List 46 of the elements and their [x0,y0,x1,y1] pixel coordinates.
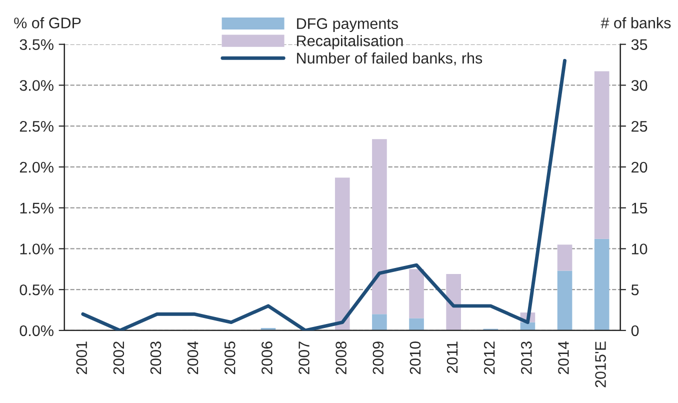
y-tick-label: 2.5% [20,120,54,132]
bar [557,244,572,271]
bar [409,269,424,318]
bar [334,178,350,330]
x-tick-label: 2010 [410,341,421,374]
legend-label: DFG payments [297,18,398,32]
y-tick-label: 2.0% [20,162,54,173]
y-tick-label: 3.5% [20,39,54,50]
y2-tick-label: 10 [632,244,648,254]
bar [372,314,387,330]
y-tick-label: 1.5% [20,202,54,214]
bar [409,318,424,330]
x-tick-label: 2009 [372,342,384,374]
y2-axis-title: # of banks [600,17,671,28]
y-tick-label: 0.5% [20,284,54,296]
bar [594,238,610,330]
x-tick-label: 2003 [150,342,162,374]
y2-tick-label: 5 [631,284,639,296]
y-axis-title: % of GDP [14,17,81,28]
x-tick-label: 2001 [76,342,88,374]
y2-tick-label: 25 [632,120,648,132]
y2-tick-label: 20 [632,162,648,173]
x-tick-label: 2008 [336,342,346,374]
x-tick-label: 2014 [558,341,569,374]
y-tick-label: 0.0% [20,325,54,336]
x-tick-label: 2002 [113,342,124,374]
x-tick-label: 2012 [484,342,495,374]
legend-label: Number of failed banks, rhs [297,52,482,66]
y2-tick-label: 35 [631,39,648,50]
y-tick-label: 3.0% [20,80,54,91]
bar [446,274,461,330]
y2-tick-label: 15 [632,202,648,214]
bar [372,139,387,314]
x-tick-label: 2006 [262,342,272,374]
y2-tick-label: 30 [631,80,648,91]
x-tick-label: 2007 [298,342,310,374]
bar [594,71,610,239]
x-tick-label: 2005 [224,342,236,374]
bar [557,270,572,330]
y-tick-label: 1.0% [20,244,54,254]
y2-tick-label: 0 [631,325,639,336]
x-tick-label: 2004 [187,341,198,374]
x-tick-label: 2011 [446,342,458,373]
x-tick-label: 2015'E [595,342,606,388]
x-tick-label: 2013 [520,342,532,374]
legend-label: Recapitalisation [297,35,403,50]
